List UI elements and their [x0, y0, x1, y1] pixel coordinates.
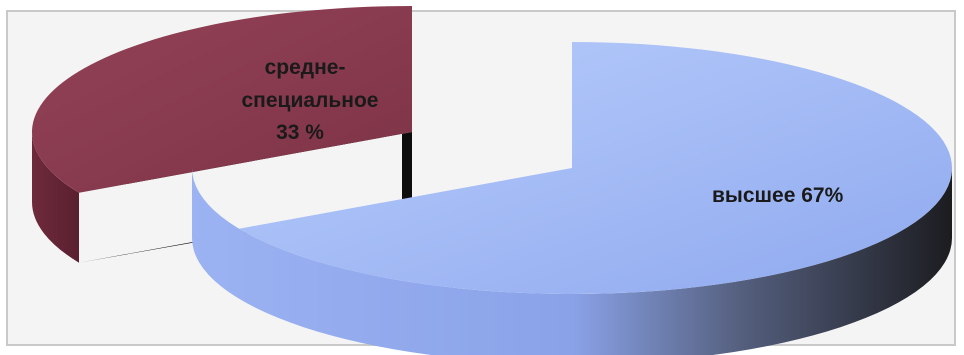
slice-higher-education	[192, 42, 952, 355]
label-higher: высшее 67%	[712, 184, 844, 207]
label-secondary-value: 33 %	[276, 121, 324, 144]
slice-secondary-rim	[32, 132, 79, 263]
label-secondary-line2: специальное	[242, 89, 379, 112]
slice-secondary-specialized	[31, 6, 412, 263]
slice-secondary-top	[31, 6, 412, 193]
label-secondary-line1: средне-	[265, 56, 346, 79]
slice-higher-top	[239, 42, 952, 294]
slice-higher-side	[192, 168, 952, 355]
